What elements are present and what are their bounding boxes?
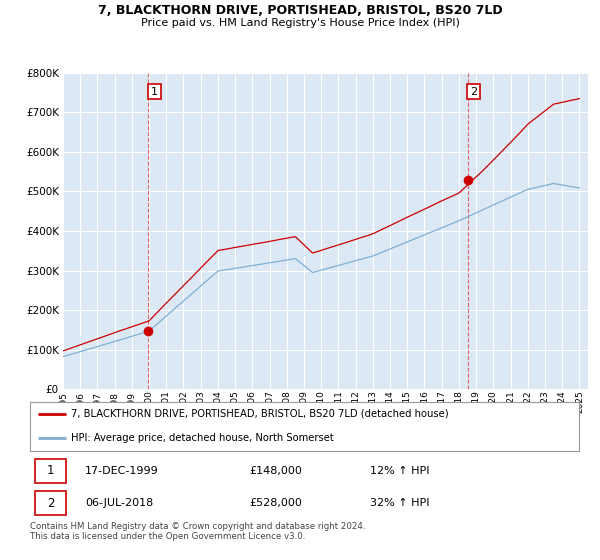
Text: 17-DEC-1999: 17-DEC-1999 <box>85 466 158 476</box>
FancyBboxPatch shape <box>35 459 65 483</box>
Text: 12% ↑ HPI: 12% ↑ HPI <box>370 466 430 476</box>
Text: £528,000: £528,000 <box>250 498 302 508</box>
Text: 1: 1 <box>47 464 55 477</box>
Text: 2: 2 <box>470 87 477 96</box>
Text: 06-JUL-2018: 06-JUL-2018 <box>85 498 153 508</box>
Text: 7, BLACKTHORN DRIVE, PORTISHEAD, BRISTOL, BS20 7LD: 7, BLACKTHORN DRIVE, PORTISHEAD, BRISTOL… <box>98 4 502 17</box>
Text: £148,000: £148,000 <box>250 466 302 476</box>
Text: Price paid vs. HM Land Registry's House Price Index (HPI): Price paid vs. HM Land Registry's House … <box>140 18 460 29</box>
Text: Contains HM Land Registry data © Crown copyright and database right 2024.
This d: Contains HM Land Registry data © Crown c… <box>30 522 365 542</box>
Text: HPI: Average price, detached house, North Somerset: HPI: Average price, detached house, Nort… <box>71 433 334 444</box>
Text: 2: 2 <box>47 497 55 510</box>
Text: 1: 1 <box>151 87 158 96</box>
Text: 7, BLACKTHORN DRIVE, PORTISHEAD, BRISTOL, BS20 7LD (detached house): 7, BLACKTHORN DRIVE, PORTISHEAD, BRISTOL… <box>71 409 449 419</box>
Text: 32% ↑ HPI: 32% ↑ HPI <box>370 498 430 508</box>
FancyBboxPatch shape <box>35 491 65 515</box>
